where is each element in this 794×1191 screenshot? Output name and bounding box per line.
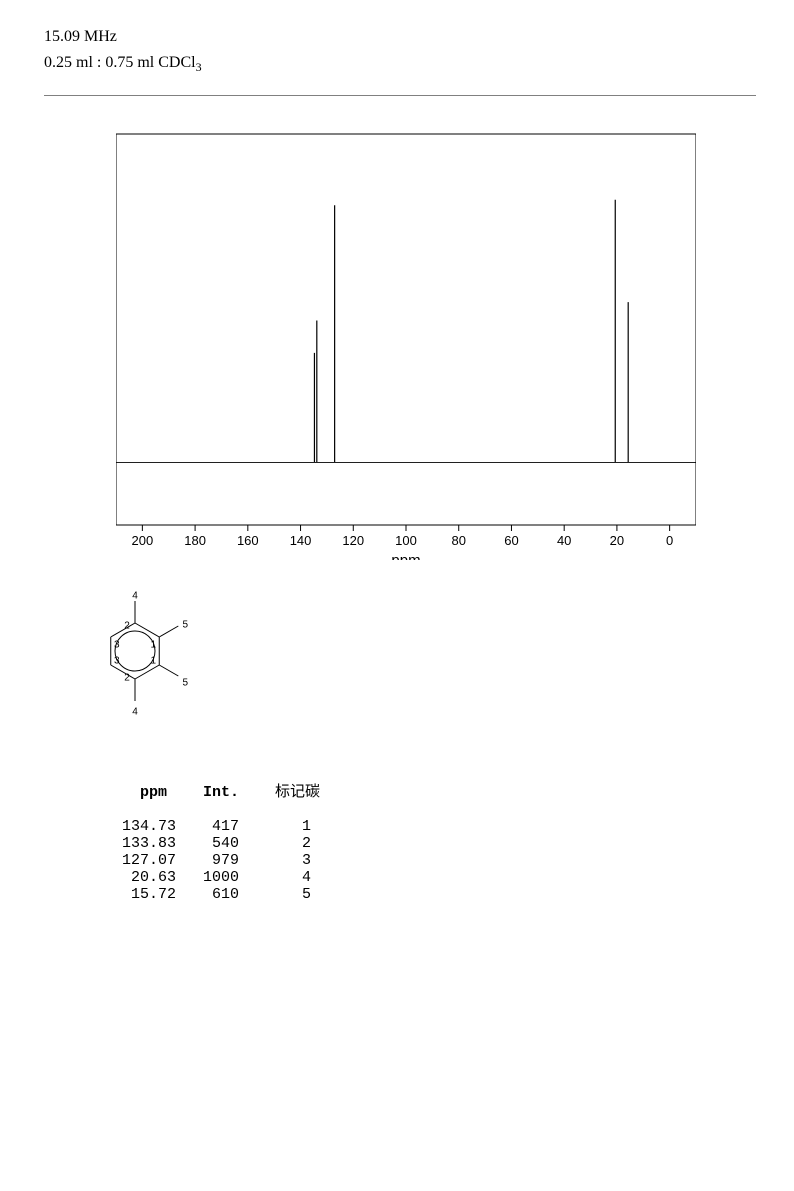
peak-table: ppm Int. 标记碳 134.73 417 1 133.83 540 2 1… bbox=[104, 746, 320, 937]
header-divider bbox=[44, 95, 756, 96]
header-line-1: 15.09 MHz bbox=[44, 24, 202, 50]
page: 15.09 MHz 0.25 ml : 0.75 ml CDCl3 200180… bbox=[0, 0, 794, 1191]
svg-text:ppm: ppm bbox=[391, 552, 420, 560]
svg-text:120: 120 bbox=[342, 533, 364, 548]
svg-text:0: 0 bbox=[666, 533, 673, 548]
svg-text:4: 4 bbox=[132, 591, 138, 602]
header-line-2-text: 0.25 ml : 0.75 ml CDCl bbox=[44, 54, 196, 71]
svg-text:3: 3 bbox=[114, 640, 120, 651]
svg-text:40: 40 bbox=[557, 533, 571, 548]
svg-text:100: 100 bbox=[395, 533, 417, 548]
svg-text:80: 80 bbox=[451, 533, 465, 548]
svg-text:20: 20 bbox=[610, 533, 624, 548]
svg-text:60: 60 bbox=[504, 533, 518, 548]
svg-text:200: 200 bbox=[132, 533, 154, 548]
svg-text:1: 1 bbox=[150, 656, 156, 667]
peak-table-content: ppm Int. 标记碳 134.73 417 1 133.83 540 2 1… bbox=[104, 780, 320, 903]
header-line-2: 0.25 ml : 0.75 ml CDCl3 bbox=[44, 50, 202, 80]
svg-text:3: 3 bbox=[114, 656, 120, 667]
svg-text:5: 5 bbox=[182, 678, 188, 689]
header-block: 15.09 MHz 0.25 ml : 0.75 ml CDCl3 bbox=[44, 24, 202, 80]
header-line-2-subscript: 3 bbox=[196, 60, 202, 74]
svg-text:2: 2 bbox=[124, 621, 130, 632]
svg-text:180: 180 bbox=[184, 533, 206, 548]
molecule-structure: 2112334455 bbox=[80, 556, 210, 726]
svg-text:2: 2 bbox=[124, 673, 130, 684]
spectrum-svg: 200180160140120100806040200ppm bbox=[116, 130, 696, 560]
svg-text:4: 4 bbox=[132, 707, 138, 718]
svg-text:5: 5 bbox=[182, 620, 188, 631]
svg-text:160: 160 bbox=[237, 533, 259, 548]
molecule-svg: 2112334455 bbox=[80, 556, 210, 726]
svg-text:1: 1 bbox=[150, 640, 156, 651]
nmr-spectrum: 200180160140120100806040200ppm bbox=[116, 130, 696, 525]
svg-text:140: 140 bbox=[290, 533, 312, 548]
